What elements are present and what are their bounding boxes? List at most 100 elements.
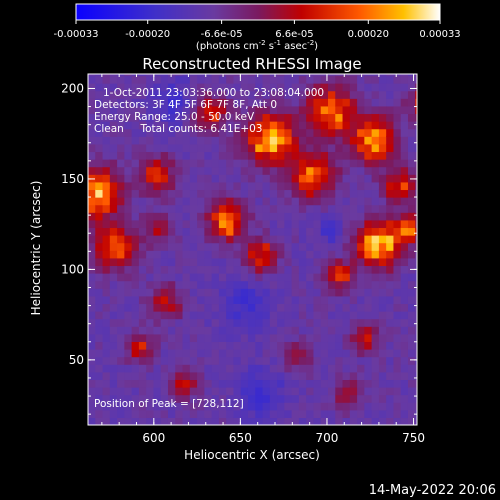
heatmap-cell <box>378 75 387 84</box>
heatmap-cell <box>400 197 409 206</box>
heatmap-cell <box>378 90 387 99</box>
heatmap-cell <box>320 98 329 107</box>
heatmap-cell <box>298 257 307 267</box>
heatmap-cell <box>233 417 242 425</box>
heatmap-cell <box>146 74 155 77</box>
colorbar-tick-label: -6.6e-05 <box>201 29 243 40</box>
heatmap-cell <box>204 159 213 168</box>
heatmap-cell <box>95 387 104 396</box>
heatmap-cell <box>117 174 125 183</box>
heatmap-cell <box>378 265 387 274</box>
heatmap-cell <box>393 303 402 312</box>
heatmap-cell <box>124 159 133 168</box>
heatmap-cell <box>349 197 358 206</box>
x-axis-label: Heliocentric X (arcsec) <box>184 448 320 462</box>
heatmap-cell <box>95 303 104 312</box>
heatmap-cell <box>153 166 162 175</box>
heatmap-cell <box>393 166 402 175</box>
heatmap-cell <box>269 288 278 297</box>
heatmap-cell <box>218 174 227 183</box>
heatmap-cell <box>233 75 242 84</box>
heatmap-cell <box>415 181 417 191</box>
heatmap-cell <box>415 235 417 244</box>
heatmap-cell <box>364 136 373 145</box>
heatmap-cell <box>131 105 140 115</box>
heatmap-cell <box>131 295 140 305</box>
heatmap-cell <box>189 303 198 312</box>
heatmap-cell <box>393 242 402 251</box>
heatmap-cell <box>371 242 380 251</box>
heatmap-cell <box>211 128 220 137</box>
heatmap-cell <box>189 318 198 327</box>
heatmap-cell <box>386 151 395 160</box>
heatmap-cell <box>189 90 198 99</box>
heatmap-cell <box>371 151 380 160</box>
heatmap-cell <box>233 257 242 267</box>
heatmap-cell <box>306 295 315 305</box>
heatmap-cell <box>284 371 293 381</box>
heatmap-cell <box>182 318 191 327</box>
heatmap-cell <box>364 98 373 107</box>
heatmap-cell <box>320 303 329 312</box>
heatmap-cell <box>218 326 227 335</box>
heatmap-cell <box>262 227 271 236</box>
heatmap-cell <box>95 371 104 381</box>
heatmap-cell <box>407 75 416 84</box>
heatmap-cell <box>349 295 358 305</box>
heatmap-cell <box>371 303 380 312</box>
heatmap-cell <box>357 371 365 381</box>
heatmap-cell <box>233 143 242 153</box>
heatmap-cell <box>160 74 169 77</box>
heatmap-cell <box>306 303 315 312</box>
heatmap-cell <box>291 98 300 107</box>
heatmap-cell <box>335 402 344 411</box>
heatmap-cell <box>378 181 387 191</box>
heatmap-cell <box>95 295 104 305</box>
heatmap-cell <box>393 83 402 92</box>
heatmap-cell <box>153 83 162 92</box>
heatmap-cell <box>277 143 285 153</box>
heatmap-cell <box>124 227 133 236</box>
heatmap-cell <box>298 242 307 251</box>
heatmap-cell <box>306 250 315 259</box>
heatmap-cell <box>240 128 249 137</box>
heatmap-cell <box>160 189 169 198</box>
heatmap-cell <box>146 143 155 153</box>
heatmap-cell <box>255 90 264 99</box>
heatmap-cell <box>240 394 249 403</box>
heatmap-cell <box>131 235 140 244</box>
heatmap-cell <box>255 288 264 297</box>
heatmap-cell <box>204 311 213 320</box>
heatmap-cell <box>400 235 409 244</box>
heatmap-cell <box>197 219 205 229</box>
heatmap-cell <box>153 333 162 343</box>
heatmap-cell <box>255 105 264 115</box>
heatmap-cell <box>211 318 220 327</box>
heatmap-cell <box>160 105 169 115</box>
colorbar-tick-label: 0.00020 <box>348 29 389 40</box>
heatmap-cell <box>175 235 184 244</box>
heatmap-cell <box>415 113 417 122</box>
heatmap-cell <box>131 166 140 175</box>
heatmap-cell <box>204 318 213 327</box>
heatmap-cell <box>284 387 293 396</box>
heatmap-cell <box>117 280 125 289</box>
heatmap-cell <box>204 98 213 107</box>
heatmap-cell <box>364 265 373 274</box>
heatmap-cell <box>327 371 336 381</box>
heatmap-cell <box>95 113 104 122</box>
heatmap-cell <box>88 371 96 381</box>
heatmap-cell <box>102 143 111 153</box>
heatmap-cell <box>400 166 409 175</box>
heatmap-cell <box>400 379 409 388</box>
heatmap-cell <box>262 159 271 168</box>
heatmap-cell <box>218 265 227 274</box>
heatmap-cell <box>378 387 387 396</box>
heatmap-cell <box>364 181 373 191</box>
heatmap-cell <box>204 341 213 350</box>
heatmap-cell <box>175 227 184 236</box>
heatmap-cell <box>109 257 118 267</box>
heatmap-cell <box>138 90 147 99</box>
heatmap-cell <box>378 356 387 365</box>
heatmap-cell <box>269 273 278 282</box>
